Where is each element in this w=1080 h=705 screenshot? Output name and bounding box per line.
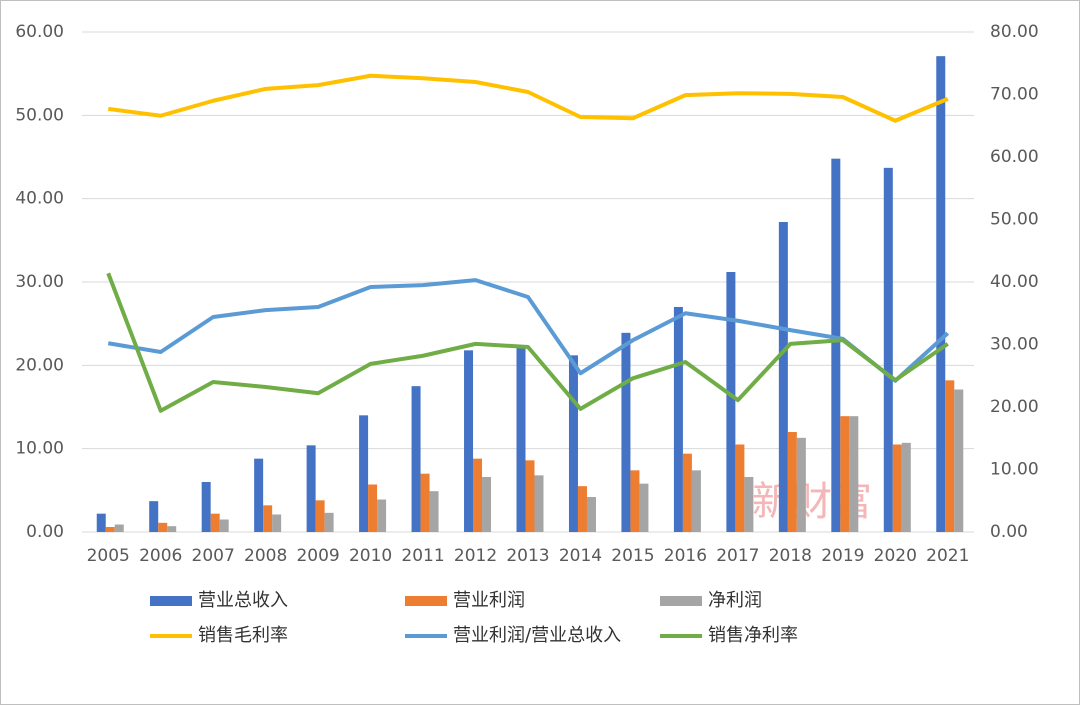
bar <box>883 167 893 533</box>
bar <box>114 524 124 532</box>
y-tick-label: 0.00 <box>26 522 64 542</box>
x-tick-label: 2019 <box>821 546 864 566</box>
legend-label: 销售净利率 <box>708 625 798 646</box>
bar <box>586 497 596 532</box>
x-tick-label: 2011 <box>401 546 444 566</box>
bar <box>735 444 745 532</box>
legend-label: 净利润 <box>708 590 762 611</box>
x-tick-label: 2010 <box>349 546 392 566</box>
bar <box>324 512 334 532</box>
y-tick-label: 50.00 <box>15 105 64 125</box>
y-tick-label: 40.00 <box>15 189 64 209</box>
bar <box>682 453 692 532</box>
x-tick-label: 2021 <box>926 546 969 566</box>
legend-label: 营业总收入 <box>198 590 288 611</box>
line <box>107 278 950 383</box>
legend-swatch <box>405 596 447 606</box>
y2-tick-label: 0.00 <box>990 522 1028 542</box>
bar <box>149 501 159 532</box>
y2-tick-label: 40.00 <box>990 272 1039 292</box>
bar <box>525 460 535 532</box>
y-tick-label: 30.00 <box>15 272 64 292</box>
bar <box>787 432 797 532</box>
legend-label: 营业利润 <box>453 590 525 611</box>
bar <box>954 389 964 532</box>
bar <box>568 355 578 532</box>
bar <box>673 307 683 532</box>
bar <box>210 513 220 532</box>
y2-tick-label: 10.00 <box>990 460 1039 480</box>
bar <box>621 332 631 532</box>
y2-tick-label: 80.00 <box>990 22 1039 42</box>
bar <box>201 482 211 532</box>
line <box>106 272 949 413</box>
bar <box>306 445 316 532</box>
legend-swatch <box>150 596 192 606</box>
bar <box>272 514 282 532</box>
bar <box>892 444 902 532</box>
x-tick-label: 2018 <box>769 546 812 566</box>
bar <box>849 416 859 532</box>
bar <box>482 477 492 532</box>
x-tick-label: 2014 <box>559 546 602 566</box>
y2-tick-label: 60.00 <box>990 147 1039 167</box>
bar <box>158 522 168 532</box>
bar <box>726 272 736 532</box>
y2-tick-label: 20.00 <box>990 397 1039 417</box>
bar <box>778 222 788 532</box>
y-tick-label: 60.00 <box>15 22 64 42</box>
bar <box>901 442 911 532</box>
bar <box>744 477 754 532</box>
bar <box>630 470 640 532</box>
bar <box>831 158 841 532</box>
bar <box>254 458 264 532</box>
y2-tick-label: 50.00 <box>990 210 1039 230</box>
x-tick-label: 2016 <box>664 546 707 566</box>
bar <box>429 491 439 532</box>
x-tick-label: 2006 <box>139 546 182 566</box>
bar <box>167 526 177 532</box>
x-tick-label: 2013 <box>506 546 549 566</box>
x-tick-label: 2020 <box>874 546 917 566</box>
y-tick-label: 20.00 <box>15 355 64 375</box>
bar <box>420 473 430 532</box>
bar <box>263 505 273 532</box>
y-tick-label: 10.00 <box>15 439 64 459</box>
bar <box>639 483 649 532</box>
bar <box>577 486 587 532</box>
bar <box>936 56 946 533</box>
bar <box>105 527 115 532</box>
bar <box>411 386 421 532</box>
bar <box>796 437 806 532</box>
bar <box>691 470 701 532</box>
bar <box>315 500 325 532</box>
bar <box>945 380 955 532</box>
x-tick-label: 2009 <box>296 546 339 566</box>
line <box>107 73 949 123</box>
y2-tick-label: 70.00 <box>990 85 1039 105</box>
x-tick-label: 2017 <box>716 546 759 566</box>
bar <box>359 415 369 532</box>
x-tick-label: 2007 <box>192 546 235 566</box>
y2-tick-label: 30.00 <box>990 335 1039 355</box>
legend-label: 销售毛利率 <box>198 625 288 646</box>
bar <box>377 499 387 532</box>
bar <box>473 458 483 532</box>
bar <box>464 350 474 532</box>
bar <box>368 484 378 532</box>
x-tick-label: 2012 <box>454 546 497 566</box>
bar <box>840 416 850 532</box>
x-tick-label: 2005 <box>87 546 130 566</box>
bar <box>219 519 229 532</box>
bar <box>96 513 106 532</box>
x-tick-label: 2008 <box>244 546 287 566</box>
legend-label: 营业利润/营业总收入 <box>453 625 621 646</box>
bar <box>534 475 544 532</box>
legend-swatch <box>660 596 702 606</box>
x-tick-label: 2015 <box>611 546 654 566</box>
bar <box>516 346 526 532</box>
